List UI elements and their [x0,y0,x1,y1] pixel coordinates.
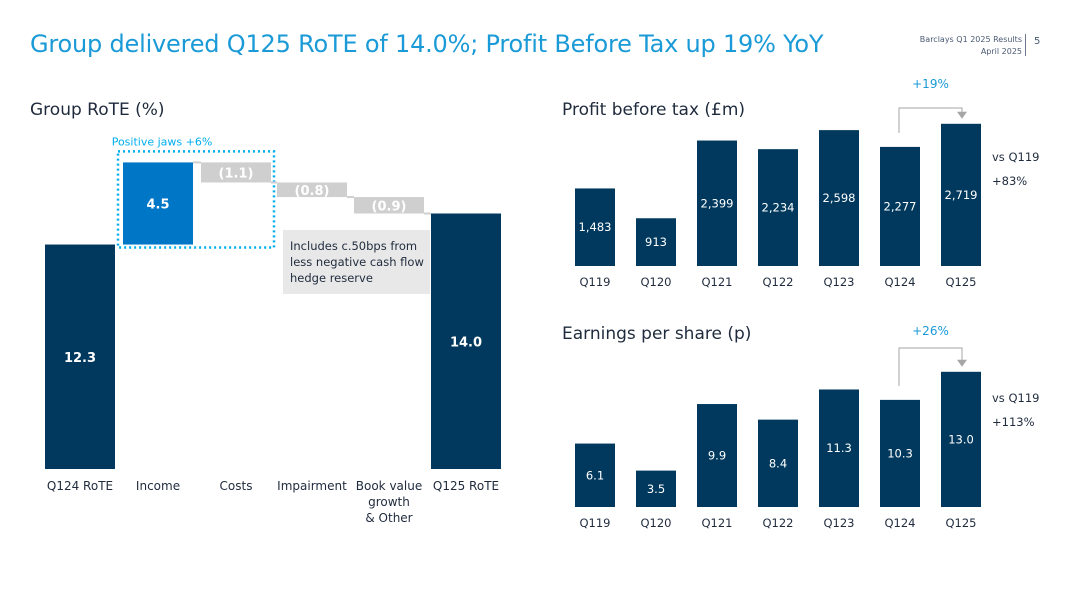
rote-waterfall-chart: Positive jaws +6% 12.3 4.5 (1.1) (0.8) (0.9) 1… [45,135,501,525]
pbt-bar-q119 [575,188,615,266]
positive-jaws-box [116,150,276,249]
eps-category-label: Q119 [579,516,610,530]
pbt-value-label: 2,719 [945,188,978,202]
pbt-bar-q121 [697,140,737,266]
cash-flow-note-text: less negative cash flow [290,255,424,269]
pbt-value-label: 2,598 [823,191,856,205]
pbt-value-label: 2,234 [762,201,795,215]
rote-value-label: 4.5 [146,197,169,212]
rote-value-label: 14.0 [450,335,482,350]
pbt-bar-q125 [941,123,981,267]
rote-bar-costs [201,162,271,183]
pbt-category-label: Q125 [945,275,976,289]
header-divider [1025,34,1026,56]
eps-value-label: 8.4 [769,456,787,470]
pbt-value-label: 2,399 [701,196,734,210]
eps-growth-bracket [898,347,963,386]
report-company-line: Barclays Q1 2025 Results [919,35,1022,44]
rote-category-label: Income [136,479,180,493]
eps-side-note-value: +113% [992,415,1035,429]
eps-bar-q125 [941,371,981,507]
pbt-category-label: Q124 [884,275,915,289]
page-title: Group delivered Q125 RoTE of 14.0%; Prof… [30,30,824,58]
rote-category-label: Q125 RoTE [433,479,499,493]
eps-bar-q123 [819,389,859,507]
pbt-category-label: Q122 [762,275,793,289]
pbt-side-note-label: vs Q119 [992,150,1039,164]
rote-bar-book-value-growth-other [354,197,424,214]
rote-category-label: Costs [220,479,253,493]
eps-bar-q122 [758,419,798,507]
eps-growth-arrow [957,359,967,367]
pbt-bar-q123 [819,130,859,266]
rote-bar-q124-rote [45,244,115,469]
rote-value-label: (0.8) [295,184,330,199]
pbt-chart-title: Profit before tax (£m) [562,100,746,120]
pbt-value-label: 913 [645,235,667,249]
eps-growth-label: +26% [912,324,949,338]
eps-category-label: Q122 [762,516,793,530]
rote-value-label: (1.1) [219,166,254,181]
rote-bar-income [123,162,193,245]
eps-value-label: 11.3 [826,441,852,455]
pbt-growth-bracket [898,107,963,133]
pbt-side-note-value: +83% [992,174,1027,188]
eps-value-label: 10.3 [887,446,913,460]
report-date-line: April 2025 [980,47,1022,56]
page-number: 5 [1034,36,1041,47]
rote-category-label: Q124 RoTE [47,479,113,493]
pbt-value-label: 2,277 [884,199,917,213]
rote-category-label: Impairment [277,479,347,493]
eps-chart-title: Earnings per share (p) [562,324,752,344]
pbt-growth-arrow [957,111,967,119]
eps-bar-q119 [575,443,615,507]
eps-bar-q120 [636,470,676,507]
eps-category-label: Q121 [701,516,732,530]
pbt-category-label: Q123 [823,275,854,289]
eps-value-label: 13.0 [948,432,974,446]
pbt-bar-q124 [880,146,920,266]
rote-category-label: growth [368,495,410,509]
pbt-growth-label: +19% [912,77,949,91]
eps-value-label: 3.5 [647,482,665,496]
pbt-bar-chart: 1,483 Q119 913 Q120 2,399 Q121 2,234 Q122 2,598 Q… [575,77,1039,289]
rote-value-label: (0.9) [372,199,407,214]
rote-category-label: & Other [365,511,412,525]
eps-category-label: Q123 [823,516,854,530]
positive-jaws-label: Positive jaws +6% [112,135,213,148]
rote-bar-impairment [277,182,347,198]
pbt-bar-q122 [758,149,798,266]
cash-flow-note-box [283,230,430,294]
eps-value-label: 9.9 [708,449,726,463]
pbt-category-label: Q121 [701,275,732,289]
eps-bar-chart: 6.1 Q119 3.5 Q120 9.9 Q121 8.4 Q122 11.3 Q123 10.3… [575,324,1039,530]
eps-value-label: 6.1 [586,468,604,482]
rote-value-label: 12.3 [64,351,96,366]
rote-bar-q125-rote [431,213,501,469]
eps-category-label: Q124 [884,516,915,530]
pbt-category-label: Q119 [579,275,610,289]
pbt-category-label: Q120 [640,275,671,289]
eps-category-label: Q120 [640,516,671,530]
rote-category-label: Book value [356,479,422,493]
cash-flow-note-text: Includes c.50bps from [290,239,417,253]
eps-bar-q121 [697,404,737,507]
eps-category-label: Q125 [945,516,976,530]
pbt-value-label: 1,483 [579,220,612,234]
eps-bar-q124 [880,399,920,507]
cash-flow-note-text: hedge reserve [290,271,373,285]
report-info: Barclays Q1 2025 Results April 2025 [920,34,1022,58]
pbt-bar-q120 [636,218,676,266]
eps-side-note-label: vs Q119 [992,391,1039,405]
rote-chart-title: Group RoTE (%) [30,100,165,120]
